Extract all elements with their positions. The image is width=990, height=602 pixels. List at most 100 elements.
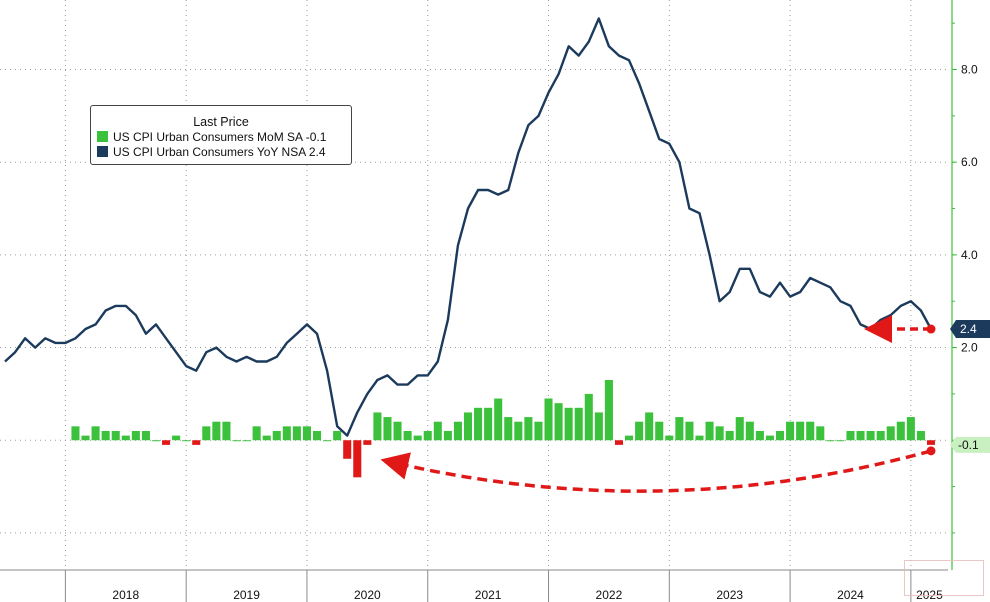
mom-bar [252, 426, 261, 441]
yoy-arrow-dot [926, 324, 936, 334]
mom-bar [292, 426, 301, 441]
mom-bar [172, 435, 181, 441]
mom-bar [353, 440, 362, 478]
mom-bar [655, 421, 664, 441]
mom-bar [534, 421, 543, 441]
mom-bar [685, 421, 694, 441]
mom-bar [876, 430, 885, 441]
mom-bar [906, 417, 915, 441]
legend-label-mom: US CPI Urban Consumers MoM SA -0.1 [113, 129, 327, 144]
yoy-line-group [4, 17, 933, 437]
mom-bar [836, 440, 845, 442]
mom-bar [162, 440, 171, 445]
mom-bar [333, 430, 342, 441]
mom-bar [604, 380, 613, 441]
mom-bar [564, 407, 573, 441]
mom-bar [71, 426, 80, 441]
x-tick-label: 2024 [837, 588, 864, 602]
mom-bar [574, 407, 583, 441]
mom-bar [725, 430, 734, 441]
mom-bar [282, 426, 291, 441]
mom-bar [514, 421, 523, 441]
mom-bar [765, 435, 774, 441]
mom-bar [212, 421, 221, 441]
mom-bar [474, 407, 483, 441]
mom-bar [826, 440, 835, 442]
mom-bar [584, 393, 593, 441]
mom-bar [463, 412, 473, 441]
y-tick-label: 6.0 [961, 155, 978, 169]
mom-bar [916, 430, 925, 441]
x-tick-label: 2022 [596, 588, 623, 602]
legend-label-yoy: US CPI Urban Consumers YoY NSA 2.4 [113, 144, 326, 159]
mom-bar [796, 421, 805, 441]
mom-bar [81, 435, 90, 441]
legend-item-mom: US CPI Urban Consumers MoM SA -0.1 [97, 129, 351, 144]
mom-bar [312, 430, 322, 441]
annotations: 2.4 -0.1 [380, 315, 990, 493]
x-tick-label: 2020 [354, 588, 381, 602]
mom-bar [141, 430, 150, 441]
mom-bar [735, 417, 744, 441]
mom-bar [403, 430, 412, 441]
mom-bar [151, 440, 161, 442]
mom-bar [101, 430, 110, 441]
y-tick-label: 2.0 [961, 341, 978, 355]
mom-arrow [380, 449, 932, 493]
x-tick-label: 2021 [475, 588, 502, 602]
mom-bar [413, 435, 422, 441]
mom-bar [866, 430, 875, 441]
mom-bar [544, 398, 553, 441]
mom-bar [625, 435, 634, 441]
mom-bar [645, 412, 654, 441]
mom-bars [71, 380, 936, 478]
right-axis: 2.0 4.0 6.0 8.0 [951, 0, 978, 570]
mom-bar [635, 421, 644, 441]
y-tick-label: 4.0 [961, 248, 978, 262]
yoy-value-label: 2.4 [960, 322, 977, 336]
mom-bar [665, 435, 674, 441]
mom-bar [363, 440, 372, 445]
mom-bar [886, 426, 895, 441]
mom-bar [484, 407, 493, 441]
mom-bar [786, 421, 795, 441]
legend: Last Price US CPI Urban Consumers MoM SA… [90, 105, 352, 165]
yoy-value-tag [950, 320, 990, 339]
mom-bar [373, 412, 382, 441]
mom-bar [202, 426, 211, 441]
mom-bar [494, 398, 503, 441]
mom-bar [926, 440, 936, 445]
mom-bar [675, 417, 684, 441]
watermark-logo [904, 560, 984, 596]
mom-bar [423, 430, 432, 441]
mom-bar [383, 417, 392, 441]
mom-value-label: -0.1 [958, 438, 979, 452]
mom-bar [594, 412, 603, 441]
mom-arrow-dot [926, 446, 936, 456]
x-tick-label: 2018 [112, 588, 139, 602]
mom-bar [614, 440, 624, 445]
mom-bar [262, 435, 271, 441]
mom-bar [222, 421, 231, 441]
legend-title: Last Price [193, 115, 249, 129]
mom-bar [393, 421, 402, 441]
mom-bar [504, 417, 513, 441]
mom-bar [323, 440, 332, 442]
mom-bar [554, 403, 563, 441]
mom-bar [192, 440, 201, 445]
mom-bar [745, 421, 754, 441]
mom-bar [755, 430, 764, 441]
mom-bar [182, 440, 191, 442]
mom-bar [232, 440, 241, 442]
mom-bar [806, 421, 815, 441]
mom-bar [453, 421, 462, 441]
mom-bar [111, 430, 120, 441]
mom-bar [302, 426, 311, 441]
mom-bar [896, 421, 905, 441]
mom-bar [524, 417, 533, 441]
mom-bar [705, 421, 714, 441]
mom-bar [443, 430, 452, 441]
mom-bar [695, 435, 704, 441]
legend-item-yoy: US CPI Urban Consumers YoY NSA 2.4 [97, 144, 351, 159]
